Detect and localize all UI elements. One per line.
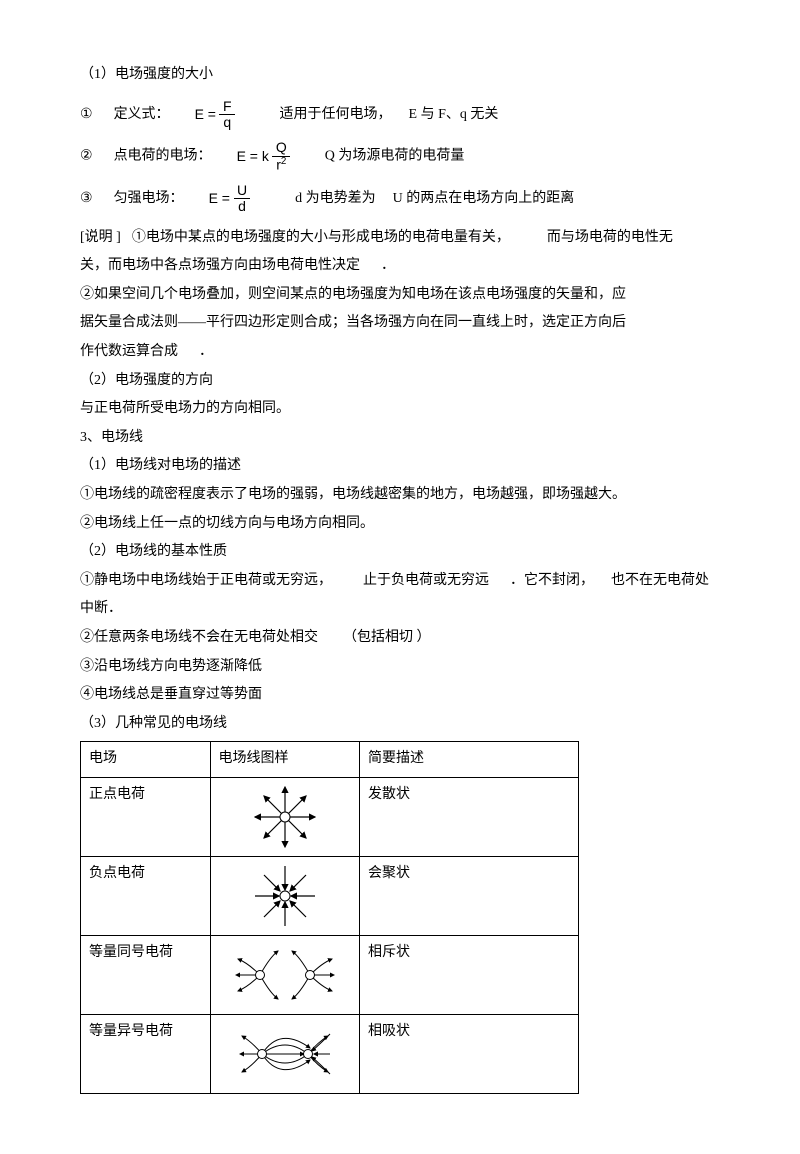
note-1: 适用于任何电场， [280, 107, 392, 122]
s3-s2p1: ①静电场中电场线始于正电荷或无穷远， 止于负电荷或无穷远 ．它不封闭， 也不在无… [80, 568, 720, 595]
table-row: 等量异号电荷 相吸状 [81, 1014, 579, 1093]
negative-charge-icon [210, 856, 359, 935]
efield-table: 电场 电场线图样 简要描述 正点电荷 发散状 负点电荷 [80, 741, 579, 1094]
section-2-p1: 与正电荷所受电场力的方向相同。 [80, 396, 720, 423]
table-row: 等量同号电荷 相斥状 [81, 935, 579, 1014]
r4c3: 相吸状 [359, 1014, 578, 1093]
note-3: d 为电势差为 [295, 191, 376, 206]
s3-s1p2: ②电场线上任一点的切线方向与电场方向相同。 [80, 511, 720, 538]
table-row: 正点电荷 发散状 [81, 777, 579, 856]
label-3: 匀强电场： [114, 191, 184, 206]
note-2: Q 为场源电荷的电荷量 [325, 149, 465, 164]
section-2-title: （2）电场强度的方向 [80, 368, 720, 395]
note-3b: U 的两点在电场方向上的距离 [393, 191, 575, 206]
explain-3: 据矢量合成法则——平行四边形定则合成；当各场强方向在同一直线上时，选定正方向后 [80, 310, 720, 337]
s3-s2p1e: 中断． [80, 596, 720, 623]
num-3: ③ [80, 191, 93, 206]
th-2: 电场线图样 [210, 742, 359, 778]
s3-s2p4: ④电场线总是垂直穿过等势面 [80, 682, 720, 709]
unlike-charges-icon [210, 1014, 359, 1093]
r2c1: 负点电荷 [81, 856, 211, 935]
label-1: 定义式： [114, 107, 170, 122]
th-1: 电场 [81, 742, 211, 778]
r3c1: 等量同号电荷 [81, 935, 211, 1014]
note-1b: E 与 F、q 无关 [409, 107, 499, 122]
s3-s1p1: ①电场线的疏密程度表示了电场的强弱，电场线越密集的地方，电场越强，即场强越大。 [80, 482, 720, 509]
r1c1: 正点电荷 [81, 777, 211, 856]
explain-2: ②如果空间几个电场叠加，则空间某点的电场强度为知电场在该点电场强度的矢量和，应 [80, 282, 720, 309]
section-3-head: 3、电场线 [80, 425, 720, 452]
r4c1: 等量异号电荷 [81, 1014, 211, 1093]
formula-ekq: E = k Qr2 [237, 140, 294, 172]
explain-1: [说明 ] ①电场中某点的电场强度的大小与形成电场的电荷电量有关， 而与场电荷的… [80, 225, 720, 252]
explain-4: 作代数运算合成 ． [80, 339, 720, 366]
formula-efq: E = Fq [195, 99, 239, 131]
section-3-sub1: （1）电场线对电场的描述 [80, 453, 720, 480]
s3-s2p3: ③沿电场线方向电势逐渐降低 [80, 654, 720, 681]
positive-charge-icon [210, 777, 359, 856]
explain-1c: 关，而电场中各点场强方向由场电荷电性决定 ． [80, 253, 720, 280]
r2c3: 会聚状 [359, 856, 578, 935]
num-1: ① [80, 107, 93, 122]
formula-2: ② 点电荷的电场： E = k Qr2 Q 为场源电荷的电荷量 [80, 140, 720, 172]
r1c3: 发散状 [359, 777, 578, 856]
formula-1: ① 定义式： E = Fq 适用于任何电场， E 与 F、q 无关 [80, 99, 720, 131]
r3c3: 相斥状 [359, 935, 578, 1014]
s3-s2p2: ②任意两条电场线不会在无电荷处相交 （包括相切 ） [80, 625, 720, 652]
section-1-title: （1）电场强度的大小 [80, 62, 720, 89]
like-charges-icon [210, 935, 359, 1014]
num-2: ② [80, 149, 93, 164]
table-row: 负点电荷 会聚状 [81, 856, 579, 935]
label-2: 点电荷的电场： [114, 149, 212, 164]
table-header-row: 电场 电场线图样 简要描述 [81, 742, 579, 778]
th-3: 简要描述 [359, 742, 578, 778]
formula-eud: E = Ud [209, 183, 255, 215]
formula-3: ③ 匀强电场： E = Ud d 为电势差为 U 的两点在电场方向上的距离 [80, 183, 720, 215]
section-3-sub3: （3）几种常见的电场线 [80, 711, 720, 738]
section-3-sub2: （2）电场线的基本性质 [80, 539, 720, 566]
